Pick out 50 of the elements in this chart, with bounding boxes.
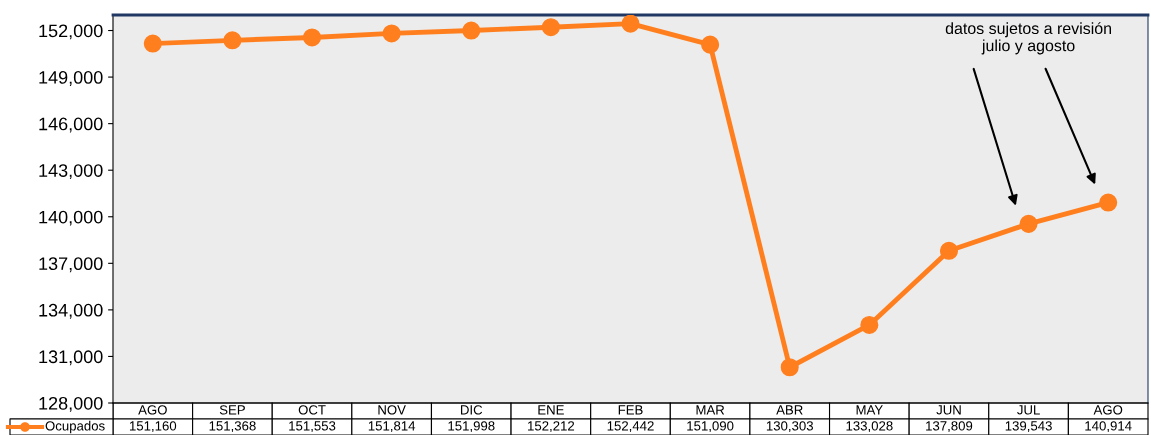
point <box>939 241 958 260</box>
x-tick-label: MAR <box>696 405 725 415</box>
y-tick-label: 149,000 <box>39 71 103 86</box>
text: 152,212 <box>528 421 575 433</box>
x-tick-label: MAY <box>856 405 883 415</box>
x-tick-label: ENE <box>538 405 564 415</box>
y-tick-label: 143,000 <box>39 164 103 180</box>
text: 137,809 <box>926 421 973 433</box>
point <box>223 31 242 50</box>
point <box>1099 193 1118 212</box>
point <box>143 34 162 53</box>
point <box>382 24 401 43</box>
y-tick-label: 128,000 <box>39 396 103 412</box>
x-tick-label: OCT <box>298 405 326 415</box>
text: 151,160 <box>129 421 177 433</box>
annotation: datos sujetos a revisión julio y agosto <box>945 22 1111 55</box>
text: 151,368 <box>209 421 256 433</box>
point <box>1019 214 1038 233</box>
y-tick-label: 134,000 <box>39 303 103 319</box>
text: 151,998 <box>448 421 495 433</box>
x-tick-label: JUL <box>1017 405 1040 415</box>
point <box>780 358 799 377</box>
text: 151,090 <box>687 421 734 433</box>
legend-label: Ocupados <box>45 420 105 434</box>
point <box>701 35 720 54</box>
x-tick-label: AGO <box>1093 405 1123 415</box>
y-tick-label: 131,000 <box>39 350 103 366</box>
x-tick-label: SEP <box>219 405 245 415</box>
text: 130,303 <box>766 421 813 433</box>
x-tick-label: DIC <box>460 405 483 415</box>
point <box>462 21 481 40</box>
y-tick-label: 152,000 <box>39 24 103 40</box>
text: 133,028 <box>846 421 893 433</box>
x-tick-label: NOV <box>378 405 406 415</box>
point <box>621 15 640 33</box>
x-tick-label: AGO <box>138 405 167 415</box>
point <box>541 18 560 37</box>
y-tick-label: 137,000 <box>39 257 103 273</box>
text: 151,553 <box>289 421 336 433</box>
point <box>860 315 879 334</box>
text: 152,442 <box>607 421 654 433</box>
x-tick-label: JUN <box>936 405 961 415</box>
x-tick-label: ABR <box>776 405 803 415</box>
y-tick-label: 140,000 <box>39 210 103 226</box>
y-tick-label: 146,000 <box>39 117 103 133</box>
text: 151,814 <box>368 421 416 433</box>
text: 139,543 <box>1005 421 1052 433</box>
point <box>303 28 322 47</box>
x-tick-label: FEB <box>618 405 643 415</box>
text: 140,914 <box>1085 421 1132 433</box>
